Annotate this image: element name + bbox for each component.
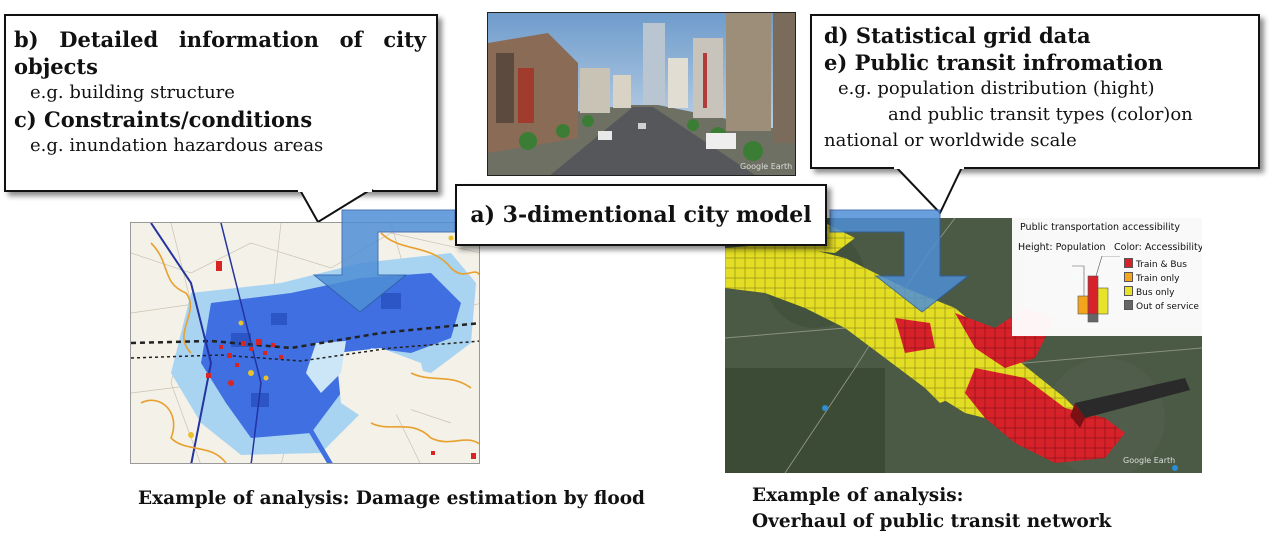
callout-e-example-2: and public transit types (color)on xyxy=(888,104,1193,125)
legend-item-train-only: Train only xyxy=(1124,272,1180,284)
transit-map-watermark: Google Earth xyxy=(1123,456,1176,465)
callout-c-title: c) Constraints/conditions xyxy=(14,107,313,132)
callout-c-example: e.g. inundation hazardous areas xyxy=(30,135,324,156)
callout-statistical-data: d) Statistical grid data e) Public trans… xyxy=(810,14,1260,169)
caption-flood-analysis: Example of analysis: Damage estimation b… xyxy=(138,488,645,509)
transit-accessibility-map: Public transportation accessibility Heig… xyxy=(725,218,1202,473)
caption-transit-line-2: Overhaul of public transit network xyxy=(752,511,1112,532)
legend-height-label: Height: Population xyxy=(1018,242,1106,253)
right-flow-arrow xyxy=(829,209,970,313)
flood-map-graphic xyxy=(131,223,479,463)
callout-city-objects: b) Detailed information of city objects … xyxy=(4,14,438,192)
city-model-image: Google Earth xyxy=(487,12,796,176)
legend-title: Public transportation accessibility xyxy=(1020,222,1181,233)
callout-b-example: e.g. building structure xyxy=(30,82,235,103)
city-street-graphic xyxy=(488,13,795,175)
legend-color-label: Color: Accessibility xyxy=(1114,242,1202,253)
left-flow-arrow xyxy=(312,209,456,313)
callout-b-title: b) Detailed information of city objects xyxy=(14,27,426,79)
caption-transit-analysis: Example of analysis: Overhaul of public … xyxy=(752,483,1111,535)
city-photo-watermark: Google Earth xyxy=(740,162,793,171)
callout-e-example-3: national or worldwide scale xyxy=(824,130,1077,151)
legend-item-train-bus: Train & Bus xyxy=(1124,258,1187,270)
legend-item-bus-only: Bus only xyxy=(1124,286,1174,298)
callout-e-example-1: e.g. population distribution (hight) xyxy=(838,78,1155,99)
callout-city-model: a) 3-dimentional city model xyxy=(455,184,827,246)
callout-a-title: a) 3-dimentional city model xyxy=(470,202,812,228)
transit-legend: Public transportation accessibility Heig… xyxy=(1012,218,1202,336)
legend-item-out-of-service: Out of service xyxy=(1124,300,1199,312)
flood-analysis-map xyxy=(130,222,480,464)
callout-d-title: d) Statistical grid data xyxy=(824,23,1091,48)
callout-e-title: e) Public transit infromation xyxy=(824,50,1163,75)
legend-bar-glyph xyxy=(1072,256,1120,323)
caption-transit-line-1: Example of analysis: xyxy=(752,485,964,506)
